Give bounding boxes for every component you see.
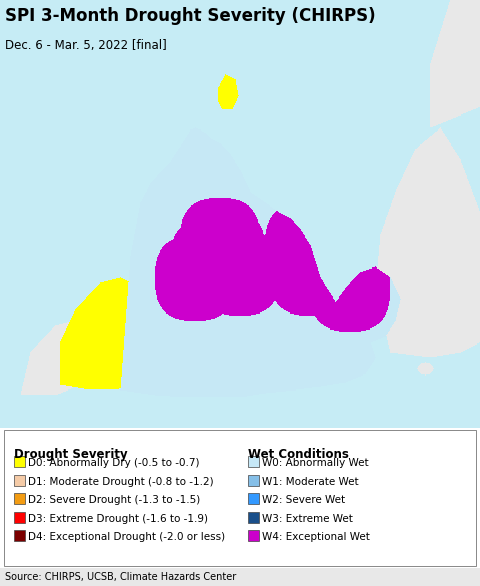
Bar: [14, 493, 25, 505]
Bar: [248, 475, 259, 486]
Text: D3: Extreme Drought (-1.6 to -1.9): D3: Extreme Drought (-1.6 to -1.9): [28, 514, 208, 524]
Bar: [14, 475, 25, 486]
Text: D2: Severe Drought (-1.3 to -1.5): D2: Severe Drought (-1.3 to -1.5): [28, 495, 200, 505]
Bar: [14, 456, 25, 468]
Text: Source: CHIRPS, UCSB, Climate Hazards Center: Source: CHIRPS, UCSB, Climate Hazards Ce…: [5, 572, 236, 582]
Text: D4: Exceptional Drought (-2.0 or less): D4: Exceptional Drought (-2.0 or less): [28, 533, 225, 543]
Text: D1: Moderate Drought (-0.8 to -1.2): D1: Moderate Drought (-0.8 to -1.2): [28, 477, 214, 487]
Text: W1: Moderate Wet: W1: Moderate Wet: [262, 477, 359, 487]
Text: D0: Abnormally Dry (-0.5 to -0.7): D0: Abnormally Dry (-0.5 to -0.7): [28, 458, 200, 468]
Bar: [248, 493, 259, 505]
Bar: [14, 530, 25, 541]
Text: Wet Conditions: Wet Conditions: [248, 448, 349, 461]
Bar: [0, 568, 480, 586]
Text: Dec. 6 - Mar. 5, 2022 [final]: Dec. 6 - Mar. 5, 2022 [final]: [5, 39, 167, 52]
Bar: [248, 530, 259, 541]
Text: W2: Severe Wet: W2: Severe Wet: [262, 495, 345, 505]
Bar: [4, 430, 476, 566]
Text: W4: Exceptional Wet: W4: Exceptional Wet: [262, 533, 370, 543]
Text: SPI 3-Month Drought Severity (CHIRPS): SPI 3-Month Drought Severity (CHIRPS): [5, 7, 375, 25]
Bar: [14, 512, 25, 523]
Text: W3: Extreme Wet: W3: Extreme Wet: [262, 514, 353, 524]
Text: W0: Abnormally Wet: W0: Abnormally Wet: [262, 458, 369, 468]
Bar: [248, 456, 259, 468]
Text: Drought Severity: Drought Severity: [14, 448, 128, 461]
Bar: [248, 512, 259, 523]
